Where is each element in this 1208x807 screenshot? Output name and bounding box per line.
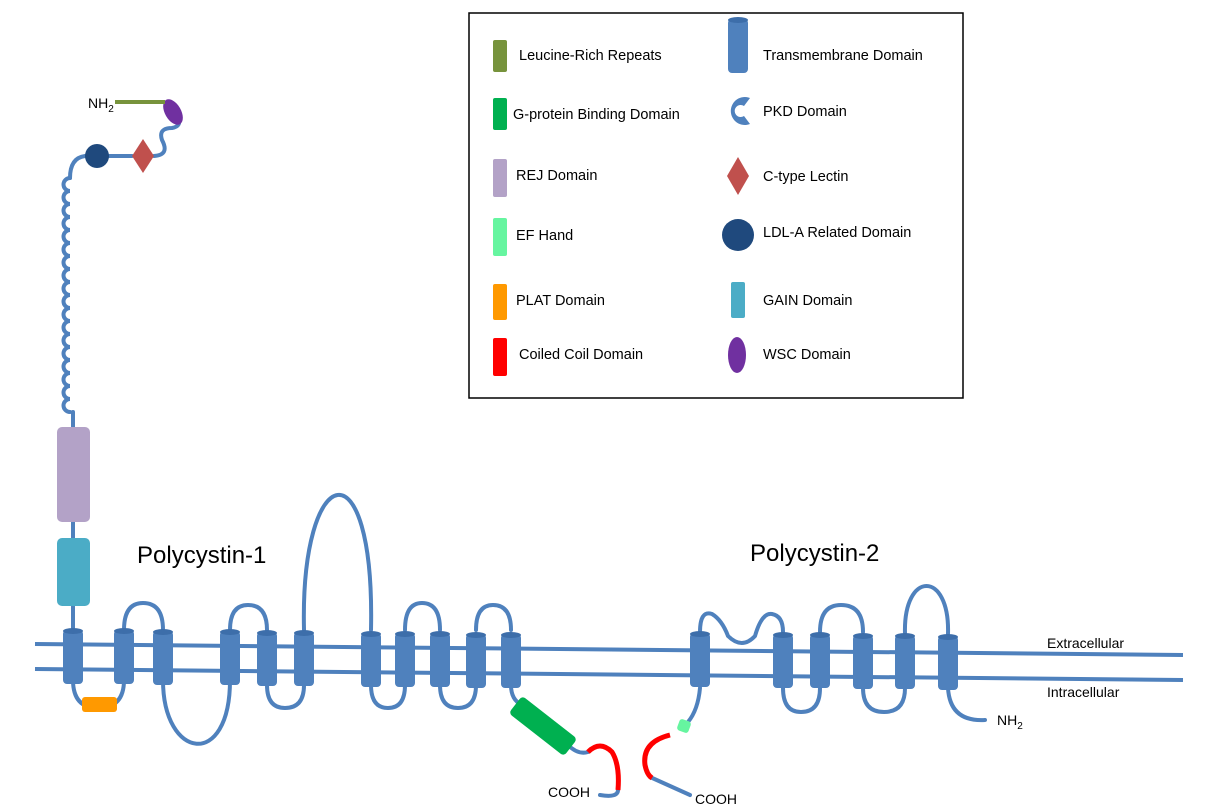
polycystin-2-chain [650, 586, 985, 795]
tm-domain [257, 630, 277, 686]
c-terminus-label: COOH [695, 791, 737, 807]
legend: Leucine-Rich Repeats Transmembrane Domai… [469, 13, 963, 398]
loop [783, 688, 820, 712]
tm-domain [114, 628, 134, 684]
n-terminus-text: NH [88, 95, 108, 111]
legend-label: GAIN Domain [763, 293, 852, 309]
ldl-a-domain [85, 144, 109, 168]
legend-label: EF Hand [516, 228, 573, 244]
gain-domain [57, 538, 90, 606]
tm-domain [895, 633, 915, 689]
diagram: NH2 COOH COOH NH2 Polycystin-1 Polycysti… [0, 0, 1208, 807]
legend-icon [728, 17, 748, 73]
legend-icon [731, 282, 745, 318]
tm-domain [294, 630, 314, 686]
legend-label: Coiled Coil Domain [519, 347, 643, 363]
n-tail [70, 118, 179, 178]
legend-label: PLAT Domain [516, 293, 605, 309]
g-protein-binding [509, 696, 578, 756]
legend-label: G-protein Binding Domain [513, 107, 680, 123]
membrane-inner-label: Intracellular [1047, 684, 1120, 700]
loop [230, 605, 267, 630]
tm-domain [466, 632, 486, 688]
loop [405, 603, 440, 630]
n-terminus-subscript: 2 [1017, 721, 1023, 732]
loop [304, 495, 371, 630]
tm-domain [63, 628, 83, 684]
coiled-coil [588, 746, 618, 790]
tm-domain [430, 631, 450, 687]
loop [863, 688, 905, 712]
tm-domain [361, 631, 381, 687]
loop [371, 685, 405, 708]
legend-label: WSC Domain [763, 347, 851, 363]
n-terminus-text: NH [997, 712, 1017, 728]
legend-icon [493, 40, 507, 72]
tm-domain [501, 632, 521, 688]
tm-domain [395, 631, 415, 687]
membrane-outer [35, 644, 1183, 655]
legend-label: REJ Domain [516, 168, 597, 184]
protein-name: Polycystin-2 [750, 540, 879, 567]
plat-domain [82, 697, 117, 712]
legend-box [469, 13, 963, 398]
legend-icon [722, 219, 754, 251]
legend-icon [493, 159, 507, 197]
transmembrane-domains [63, 628, 958, 690]
loop [820, 605, 863, 632]
membrane-inner [35, 669, 1183, 680]
loop [440, 685, 476, 708]
legend-label: Transmembrane Domain [763, 48, 923, 64]
legend-icon [493, 338, 507, 376]
protein-name: Polycystin-1 [137, 542, 266, 569]
tm-domain [153, 629, 173, 685]
pkd-repeats [64, 178, 71, 412]
legend-icon [493, 284, 507, 320]
loop [124, 603, 163, 630]
legend-icon [728, 337, 746, 373]
legend-label: C-type Lectin [763, 169, 848, 185]
coiled-coil [645, 735, 670, 778]
n-terminus-label: NH2 [997, 712, 1023, 732]
n-tail [948, 688, 985, 720]
legend-label: Leucine-Rich Repeats [519, 48, 662, 64]
loop [476, 605, 511, 630]
loop [267, 685, 304, 708]
membrane-outer-label: Extracellular [1047, 635, 1124, 651]
tm-domain [810, 632, 830, 688]
tm-domain [773, 632, 793, 688]
legend-label: LDL-A Related Domain [763, 225, 911, 241]
tm-domain [853, 633, 873, 689]
tm-domain [690, 631, 710, 687]
legend-label: PKD Domain [763, 104, 847, 120]
tm-domain [938, 634, 958, 690]
legend-icon [493, 218, 507, 256]
n-terminus-label: NH2 [88, 95, 114, 115]
rej-domain [57, 427, 90, 522]
loop [905, 586, 948, 634]
n-terminus-subscript: 2 [108, 104, 114, 115]
legend-icon [493, 98, 507, 130]
tm-domain [220, 629, 240, 685]
loop [163, 680, 230, 744]
c-type-lectin [132, 139, 154, 173]
loop [700, 613, 783, 643]
c-terminus-label: COOH [548, 784, 590, 800]
